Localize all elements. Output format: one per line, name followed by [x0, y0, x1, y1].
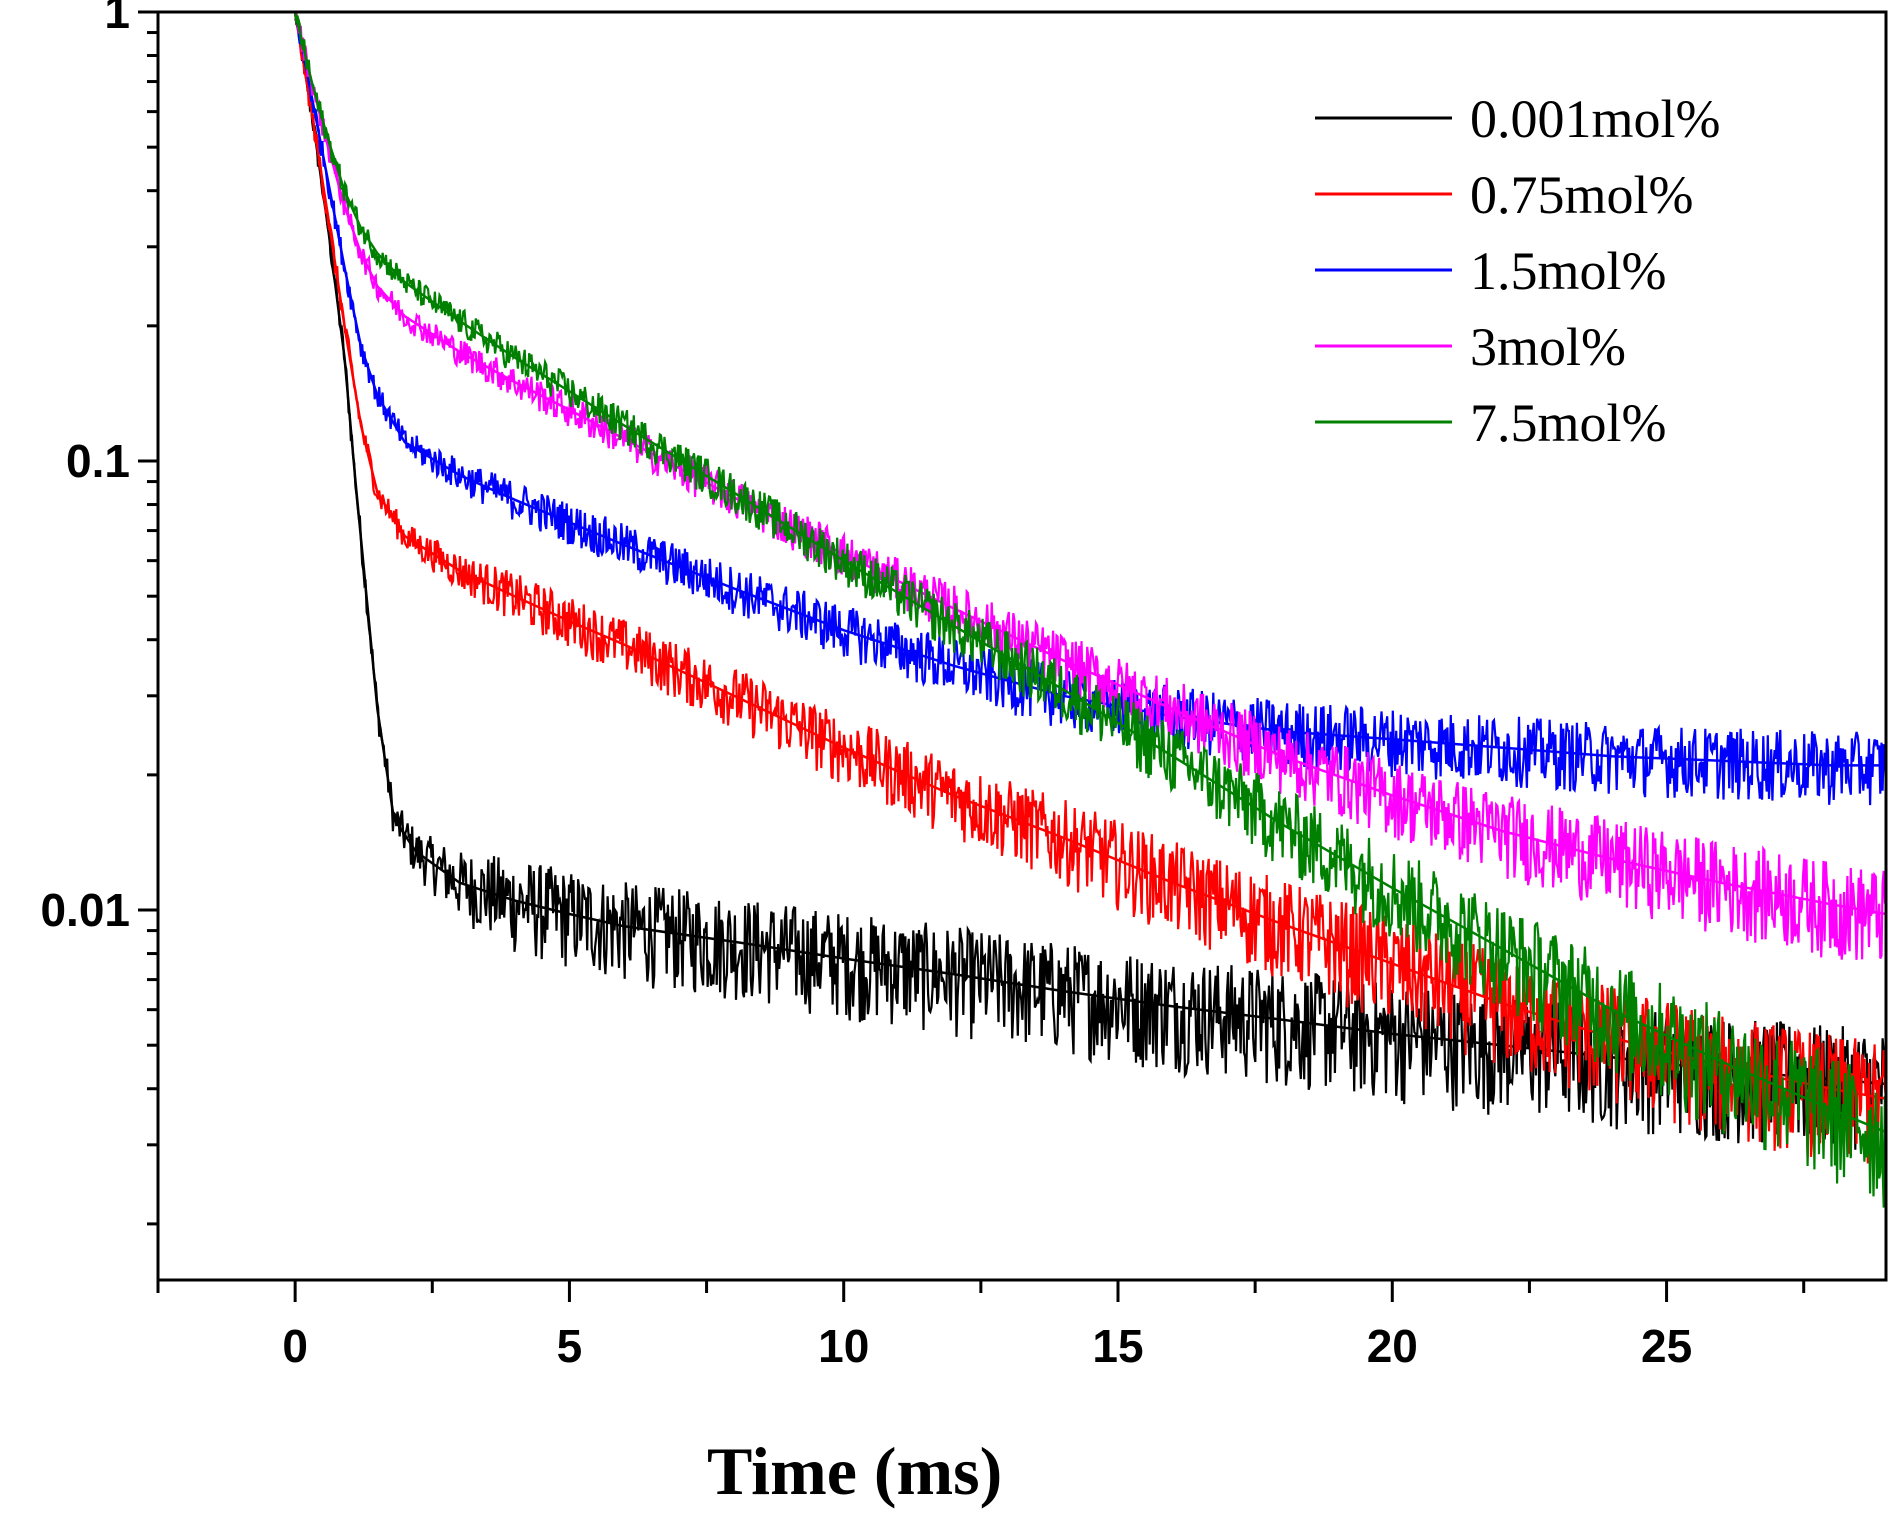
legend-label: 7.5mol% — [1470, 393, 1667, 453]
x-tick-label: 10 — [818, 1320, 869, 1372]
x-tick-label: 20 — [1367, 1320, 1418, 1372]
series-4 — [293, 11, 1888, 960]
y-tick-label: 0.01 — [40, 884, 130, 936]
y-axis: 0.01 0.1 1 — [40, 0, 158, 1226]
x-tick-label: 25 — [1641, 1320, 1692, 1372]
plot-frame — [156, 10, 1888, 1282]
legend-item: 7.5mol% — [1315, 393, 1667, 453]
legend-label: 0.001mol% — [1470, 89, 1721, 149]
legend-item: 1.5mol% — [1315, 241, 1667, 301]
series-3 — [293, 11, 1888, 806]
series-4-noise — [294, 12, 1888, 960]
x-axis: 0 5 10 15 20 25 — [156, 1280, 1806, 1372]
series-1-noise — [294, 12, 1887, 1156]
x-axis-title: Time (ms) — [707, 1433, 1002, 1509]
legend: 0.001mol% 0.75mol% 1.5mol% 3mol% 7.5mol% — [1315, 89, 1721, 453]
x-tick-label: 0 — [282, 1320, 308, 1372]
legend-label: 0.75mol% — [1470, 165, 1694, 225]
series-3-line — [293, 11, 1886, 767]
y-tick-label: 1 — [104, 0, 130, 38]
y-tick-label: 0.1 — [66, 435, 130, 487]
legend-item: 3mol% — [1315, 317, 1626, 377]
x-tick-label: 5 — [557, 1320, 583, 1372]
x-tick-label: 15 — [1092, 1320, 1143, 1372]
series-5-noise — [294, 12, 1888, 1208]
legend-item: 0.75mol% — [1315, 165, 1694, 225]
series-5 — [293, 11, 1888, 1208]
series-3-noise — [294, 12, 1888, 806]
series-5-line — [293, 11, 1887, 1134]
legend-label: 1.5mol% — [1470, 241, 1667, 301]
series-layer — [293, 11, 1888, 1208]
legend-item: 0.001mol% — [1315, 89, 1721, 149]
legend-label: 3mol% — [1470, 317, 1626, 377]
series-1 — [293, 11, 1887, 1156]
series-2-noise — [294, 12, 1888, 1164]
series-1-line — [293, 11, 1887, 1086]
